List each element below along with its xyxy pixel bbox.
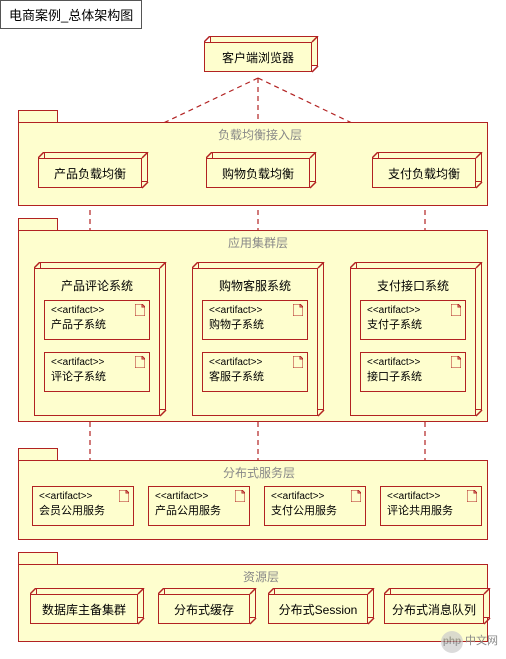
artifact-stereo: <<artifact>> <box>51 305 143 316</box>
svc-artifact-0: <<artifact>> 会员公用服务 <box>32 486 134 526</box>
artifact-name: 接口子系统 <box>367 368 459 384</box>
artifact-g2-1: <<artifact>> 接口子系统 <box>360 352 466 392</box>
diagram-canvas: 电商案例_总体架构图 客户端浏览器 负载均衡接入层 产品负载均衡 购物负载均衡 … <box>0 0 506 659</box>
artifact-stereo: <<artifact>> <box>209 357 301 368</box>
layer2-title: 应用集群层 <box>228 234 288 251</box>
svc-artifact-2: <<artifact>> 支付公用服务 <box>264 486 366 526</box>
php-icon: php <box>441 631 463 653</box>
artifact-g0-1: <<artifact>> 评论子系统 <box>44 352 150 392</box>
watermark-logo: php中文网 <box>441 631 498 653</box>
logo-text: 中文网 <box>465 635 498 647</box>
artifact-name: 产品子系统 <box>51 316 143 332</box>
artifact-stereo: <<artifact>> <box>271 491 359 502</box>
artifact-name: 购物子系统 <box>209 316 301 332</box>
diagram-title: 电商案例_总体架构图 <box>0 0 142 29</box>
layer3-title: 分布式服务层 <box>223 464 295 481</box>
artifact-stereo: <<artifact>> <box>155 491 243 502</box>
artifact-stereo: <<artifact>> <box>39 491 127 502</box>
svc-artifact-1: <<artifact>> 产品公用服务 <box>148 486 250 526</box>
artifact-name: 评论共用服务 <box>387 502 475 518</box>
artifact-stereo: <<artifact>> <box>209 305 301 316</box>
artifact-g1-1: <<artifact>> 客服子系统 <box>202 352 308 392</box>
artifact-name: 评论子系统 <box>51 368 143 384</box>
artifact-name: 支付子系统 <box>367 316 459 332</box>
artifact-name: 支付公用服务 <box>271 502 359 518</box>
artifact-stereo: <<artifact>> <box>367 305 459 316</box>
layer4-title: 资源层 <box>243 568 279 585</box>
svc-artifact-3: <<artifact>> 评论共用服务 <box>380 486 482 526</box>
artifact-g1-0: <<artifact>> 购物子系统 <box>202 300 308 340</box>
artifact-g0-0: <<artifact>> 产品子系统 <box>44 300 150 340</box>
artifact-g2-0: <<artifact>> 支付子系统 <box>360 300 466 340</box>
artifact-stereo: <<artifact>> <box>51 357 143 368</box>
artifact-name: 产品公用服务 <box>155 502 243 518</box>
artifact-stereo: <<artifact>> <box>367 357 459 368</box>
artifact-stereo: <<artifact>> <box>387 491 475 502</box>
artifact-name: 客服子系统 <box>209 368 301 384</box>
layer1-title: 负载均衡接入层 <box>218 126 302 143</box>
artifact-name: 会员公用服务 <box>39 502 127 518</box>
